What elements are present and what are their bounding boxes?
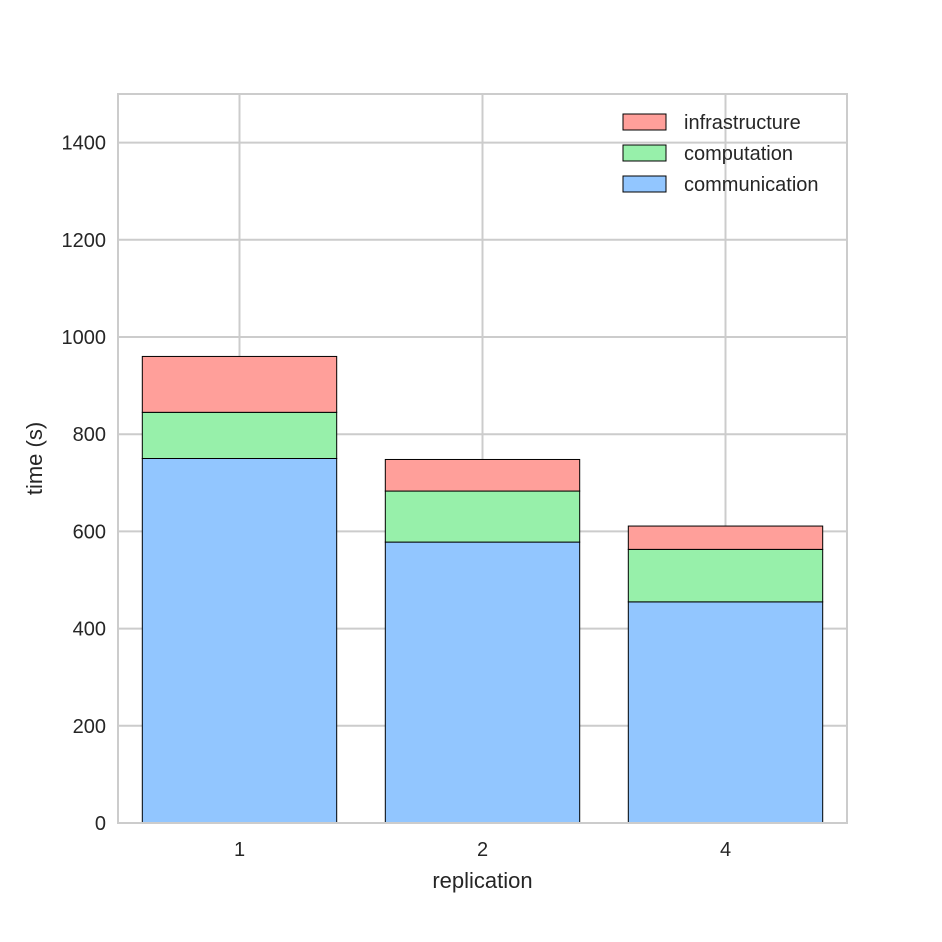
y-tick-label: 0 [95, 813, 106, 835]
legend-label-communication: communication [684, 174, 819, 196]
bar-computation-1 [141, 411, 338, 459]
bar-infrastructure-2 [384, 458, 581, 492]
y-tick-label: 800 [73, 424, 106, 446]
legend-label-computation: computation [684, 143, 793, 165]
y-tick-label: 200 [73, 716, 106, 738]
bar-communication-1 [141, 458, 338, 824]
legend-swatch-communication [622, 175, 667, 193]
y-tick-label: 1000 [62, 327, 107, 349]
y-ticks: 0 200 400 600 800 1000 1200 1400 [62, 133, 107, 835]
y-tick-label: 600 [73, 521, 106, 543]
legend-label-infrastructure: infrastructure [684, 112, 801, 134]
x-tick-label: 4 [720, 839, 731, 861]
bars [141, 355, 824, 824]
legend-swatch-infrastructure [622, 113, 667, 131]
bar-infrastructure-4 [627, 525, 824, 550]
y-tick-label: 1400 [62, 133, 107, 155]
x-tick-label: 1 [234, 839, 245, 861]
x-ticks: 1 2 4 [234, 839, 731, 861]
bar-computation-4 [627, 548, 824, 603]
x-axis-label: replication [432, 868, 532, 893]
y-axis-label: time (s) [22, 422, 47, 495]
bar-communication-2 [384, 541, 581, 824]
y-tick-label: 1200 [62, 230, 107, 252]
y-tick-label: 400 [73, 619, 106, 641]
legend: infrastructure computation communication [622, 112, 819, 196]
x-tick-label: 2 [477, 839, 488, 861]
plot-frame [117, 93, 848, 824]
bar-computation-2 [384, 490, 581, 543]
bar-communication-4 [627, 601, 824, 824]
bar-infrastructure-1 [141, 355, 338, 413]
legend-swatch-computation [622, 144, 667, 162]
